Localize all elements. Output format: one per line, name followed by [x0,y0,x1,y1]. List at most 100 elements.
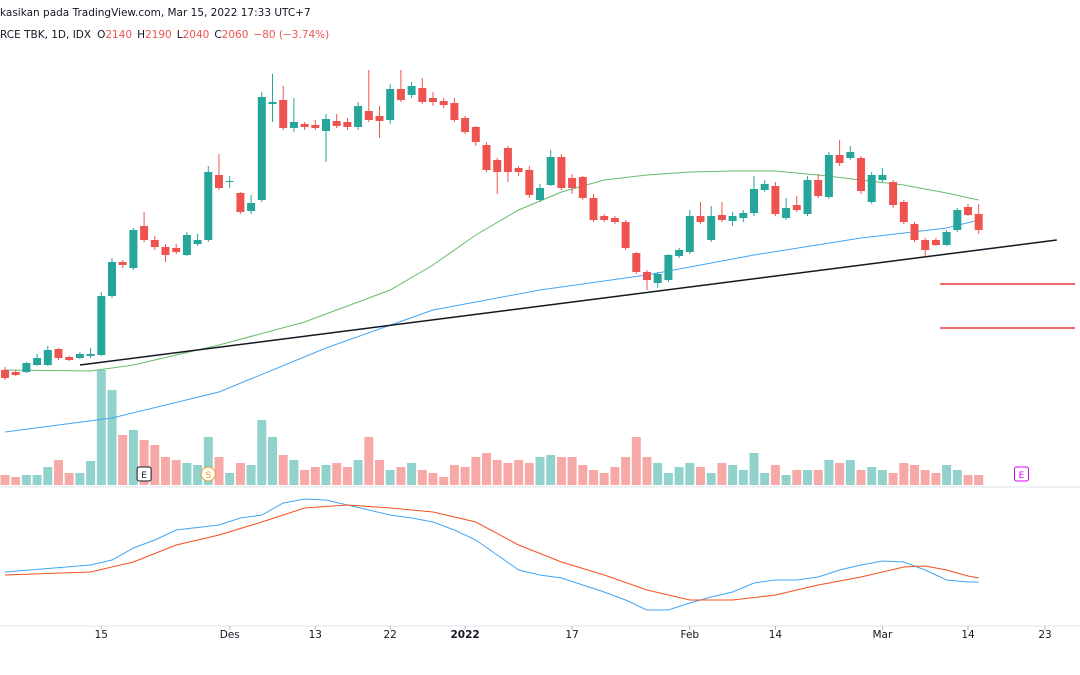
candle-body [760,184,769,190]
volume-bar [257,420,267,485]
candle-body [150,240,159,247]
volume-bar [653,463,663,485]
candle-body [461,118,470,132]
volume-bar [385,470,395,485]
candle-body [439,101,448,105]
volume-bar [749,453,759,485]
volume-bar [760,473,770,485]
candle-body [600,216,609,220]
volume-bar [492,460,502,485]
volume-bar [11,477,21,485]
x-tick-label: 17 [565,629,578,641]
candle-body [311,125,320,128]
volume-bar [503,463,513,485]
volume-bar [524,463,534,485]
x-tick-label: Mar [872,629,892,641]
candle-body [108,262,116,296]
volume-bar [974,475,984,485]
volume-bar [781,475,791,485]
candle-body [75,354,84,358]
volume-bar [770,465,780,485]
symbol: RCE TBK, 1D, IDX [0,29,91,41]
change: −80 (−3.74%) [253,29,329,41]
volume-bar [449,465,459,485]
volume-bar [567,457,577,485]
volume-bar [792,470,802,485]
candle-body [557,157,566,188]
candle-body [257,97,266,200]
volume-bar [428,473,438,485]
volume-bar [278,455,288,485]
macd-line [4,504,979,601]
volume-bar [899,463,909,485]
candle-body [482,145,491,170]
volume-bar [118,435,128,485]
candle-body [332,121,341,126]
candle-body [696,216,705,222]
candle-body [921,240,930,250]
volume-bar [300,470,310,485]
trend-line [79,239,1057,366]
candle-body [172,248,181,252]
candle-body [236,193,245,212]
candle-body [685,216,694,252]
candle-body [22,363,31,372]
candle-body [750,189,758,213]
candle-body [643,272,651,280]
candle-body [621,222,630,248]
volume-bar [235,463,245,485]
volume-bar [856,470,866,485]
x-tick-label: 15 [95,629,108,641]
volume-bar [920,470,930,485]
volume-bar [171,460,181,485]
volume-bar [268,437,277,485]
candle-body [204,172,213,240]
candle-body [514,168,523,172]
candle-body [65,357,74,360]
volume-bar [706,473,716,485]
candle-body [407,86,416,95]
candle-body [803,180,812,214]
volume-bar [310,467,320,485]
volume-bar [728,465,738,485]
event-marker [136,466,152,482]
volume-bar [888,473,898,485]
candle-body [771,186,780,214]
volume-bar [107,390,117,485]
event-label: E [141,471,147,481]
volume-bar [96,370,106,485]
volume-bar [877,470,887,485]
volume-bar [246,465,256,485]
volume-bar [685,463,695,485]
candle-body [610,218,619,222]
volume-bar [610,467,620,485]
candle-body [182,235,191,255]
candle-body [450,103,459,120]
candle-body [471,127,480,142]
volume-bar [289,460,299,485]
candle-body [525,170,534,195]
x-tick-label: 13 [309,629,322,641]
volume-bar [86,461,96,485]
volume-bar [952,470,962,485]
volume-bar [867,467,877,485]
volume-bar [674,467,684,485]
volume-bar [321,465,331,485]
candle-body [364,111,373,120]
volume-bar [460,467,470,485]
candle-body [493,160,502,172]
x-tick-label: 14 [769,629,783,641]
candle-body [739,213,748,218]
volume-bar [696,467,705,485]
candle-body [225,181,234,182]
candle-body [578,177,587,198]
volume-bar [182,463,192,485]
candle-body [129,230,138,268]
volume-bar [845,460,855,485]
volume-bar [353,460,363,485]
candle-body [707,216,716,240]
candle-body [782,208,791,218]
candle-body [118,262,127,265]
volume-bar [375,460,384,485]
candle-body [140,226,149,240]
